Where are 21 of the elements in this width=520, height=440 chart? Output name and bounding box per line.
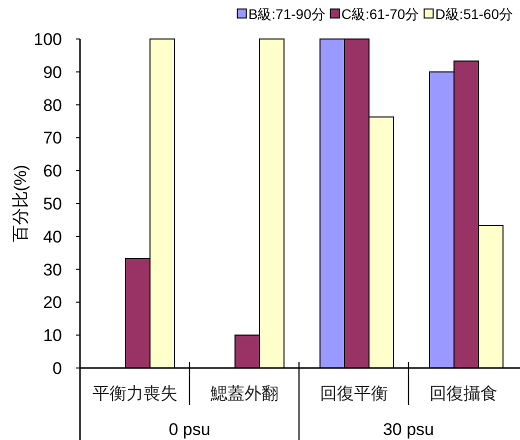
y-tick-label: 30 (43, 260, 62, 280)
y-tick-label: 80 (43, 96, 62, 115)
y-tick-label: 90 (43, 62, 62, 82)
legend-label: D級:51-60分 (435, 6, 513, 22)
legend-label: B級:71-90分 (248, 6, 326, 22)
text: 0 psu (168, 420, 210, 439)
y-tick-label: 70 (43, 128, 62, 148)
text: 30 psu (382, 420, 434, 439)
y-tick-label: 40 (43, 227, 62, 246)
legend-label: C級:61-70分 (341, 6, 420, 22)
y-tick-label: 50 (43, 194, 62, 214)
x-tick-label: 回復攝食 (429, 384, 498, 403)
x-tick-label: 平衡力喪失 (92, 384, 178, 403)
y-tick-label: 100 (34, 30, 62, 49)
y-tick-label: 20 (43, 293, 62, 312)
y-tick-label: 0 (52, 359, 62, 378)
y-axis-title: 百分比(%) (11, 164, 30, 242)
x-tick-label: 回復平衡 (320, 384, 388, 403)
x-tick-label: 鰓蓋外翻 (210, 384, 278, 403)
y-tick-label: 60 (43, 162, 62, 181)
y-tick-label: 10 (43, 326, 62, 346)
